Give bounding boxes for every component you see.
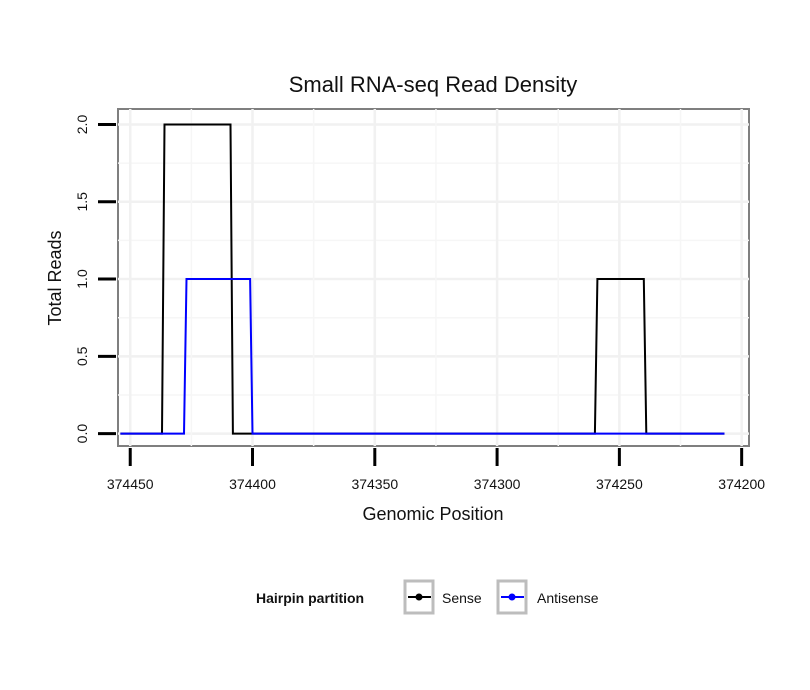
x-tick-label: 374200: [718, 476, 765, 492]
y-tick-label: 0.0: [74, 424, 90, 444]
legend: Hairpin partition Sense Antisense: [256, 579, 599, 615]
legend-title: Hairpin partition: [256, 590, 364, 606]
x-tick-label: 374300: [474, 476, 521, 492]
x-tick-label: 374400: [229, 476, 276, 492]
y-axis-title: Total Reads: [45, 230, 65, 325]
series-line-antisense: [120, 278, 725, 435]
x-tick-label: 374250: [596, 476, 643, 492]
legend-dot-antisense: [508, 593, 516, 601]
legend-dot-sense: [415, 593, 423, 601]
y-tick-label: 1.5: [74, 192, 90, 212]
chart-title: Small RNA-seq Read Density: [289, 72, 578, 97]
plot-panel: [117, 108, 750, 447]
x-axis-title: Genomic Position: [362, 504, 503, 524]
y-tick-label: 2.0: [74, 115, 90, 135]
axis-layer: 0.0 0.5 1.0 1.5 2.0 374450 374400 374350 374300 3…: [74, 115, 765, 492]
series-layer: [120, 123, 725, 435]
legend-label-antisense: Antisense: [537, 590, 599, 606]
legend-label-sense: Sense: [442, 590, 482, 606]
y-tick-label: 0.5: [74, 346, 90, 366]
y-tick-label: 1.0: [74, 269, 90, 289]
x-tick-label: 374450: [107, 476, 154, 492]
x-tick-label: 374350: [351, 476, 398, 492]
